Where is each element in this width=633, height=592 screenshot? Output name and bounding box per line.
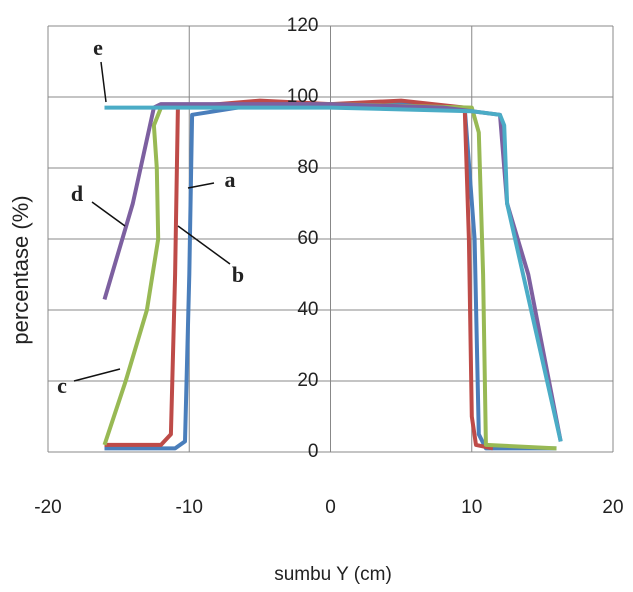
annotation: d bbox=[71, 181, 83, 206]
annotation: c bbox=[57, 373, 67, 398]
annotation-leader bbox=[100, 61, 107, 103]
annotation: a bbox=[225, 167, 236, 192]
x-tick-label: 0 bbox=[325, 497, 336, 518]
grid bbox=[47, 25, 614, 453]
series-line bbox=[102, 102, 563, 442]
annotation-leader bbox=[187, 182, 215, 189]
annotation: e bbox=[93, 35, 103, 60]
annotation-leader bbox=[177, 225, 231, 265]
y-axis-label: percentase (%) bbox=[8, 195, 33, 344]
x-tick-label: 20 bbox=[602, 497, 623, 518]
x-axis-label: sumbu Y (cm) bbox=[274, 564, 392, 585]
series-line bbox=[104, 105, 563, 442]
y-tick-label: 80 bbox=[297, 157, 318, 178]
y-tick-label: 40 bbox=[297, 299, 318, 320]
series-line bbox=[104, 98, 494, 451]
annotation-leader bbox=[73, 368, 121, 382]
y-tick-label: 20 bbox=[297, 370, 318, 391]
y-tick-label: 0 bbox=[308, 441, 319, 462]
y-tick-label: 60 bbox=[297, 228, 318, 249]
annotation: b bbox=[232, 262, 244, 287]
y-tick-label: 120 bbox=[287, 15, 319, 36]
lines bbox=[102, 98, 563, 451]
x-tick-label: -10 bbox=[176, 497, 203, 518]
x-tick-label: -20 bbox=[34, 497, 61, 518]
y-tick-label: 100 bbox=[287, 86, 319, 107]
x-tick-label: 10 bbox=[461, 497, 482, 518]
annotation-leader bbox=[91, 201, 126, 227]
